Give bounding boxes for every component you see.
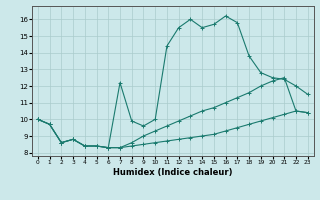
X-axis label: Humidex (Indice chaleur): Humidex (Indice chaleur) [113, 168, 233, 177]
